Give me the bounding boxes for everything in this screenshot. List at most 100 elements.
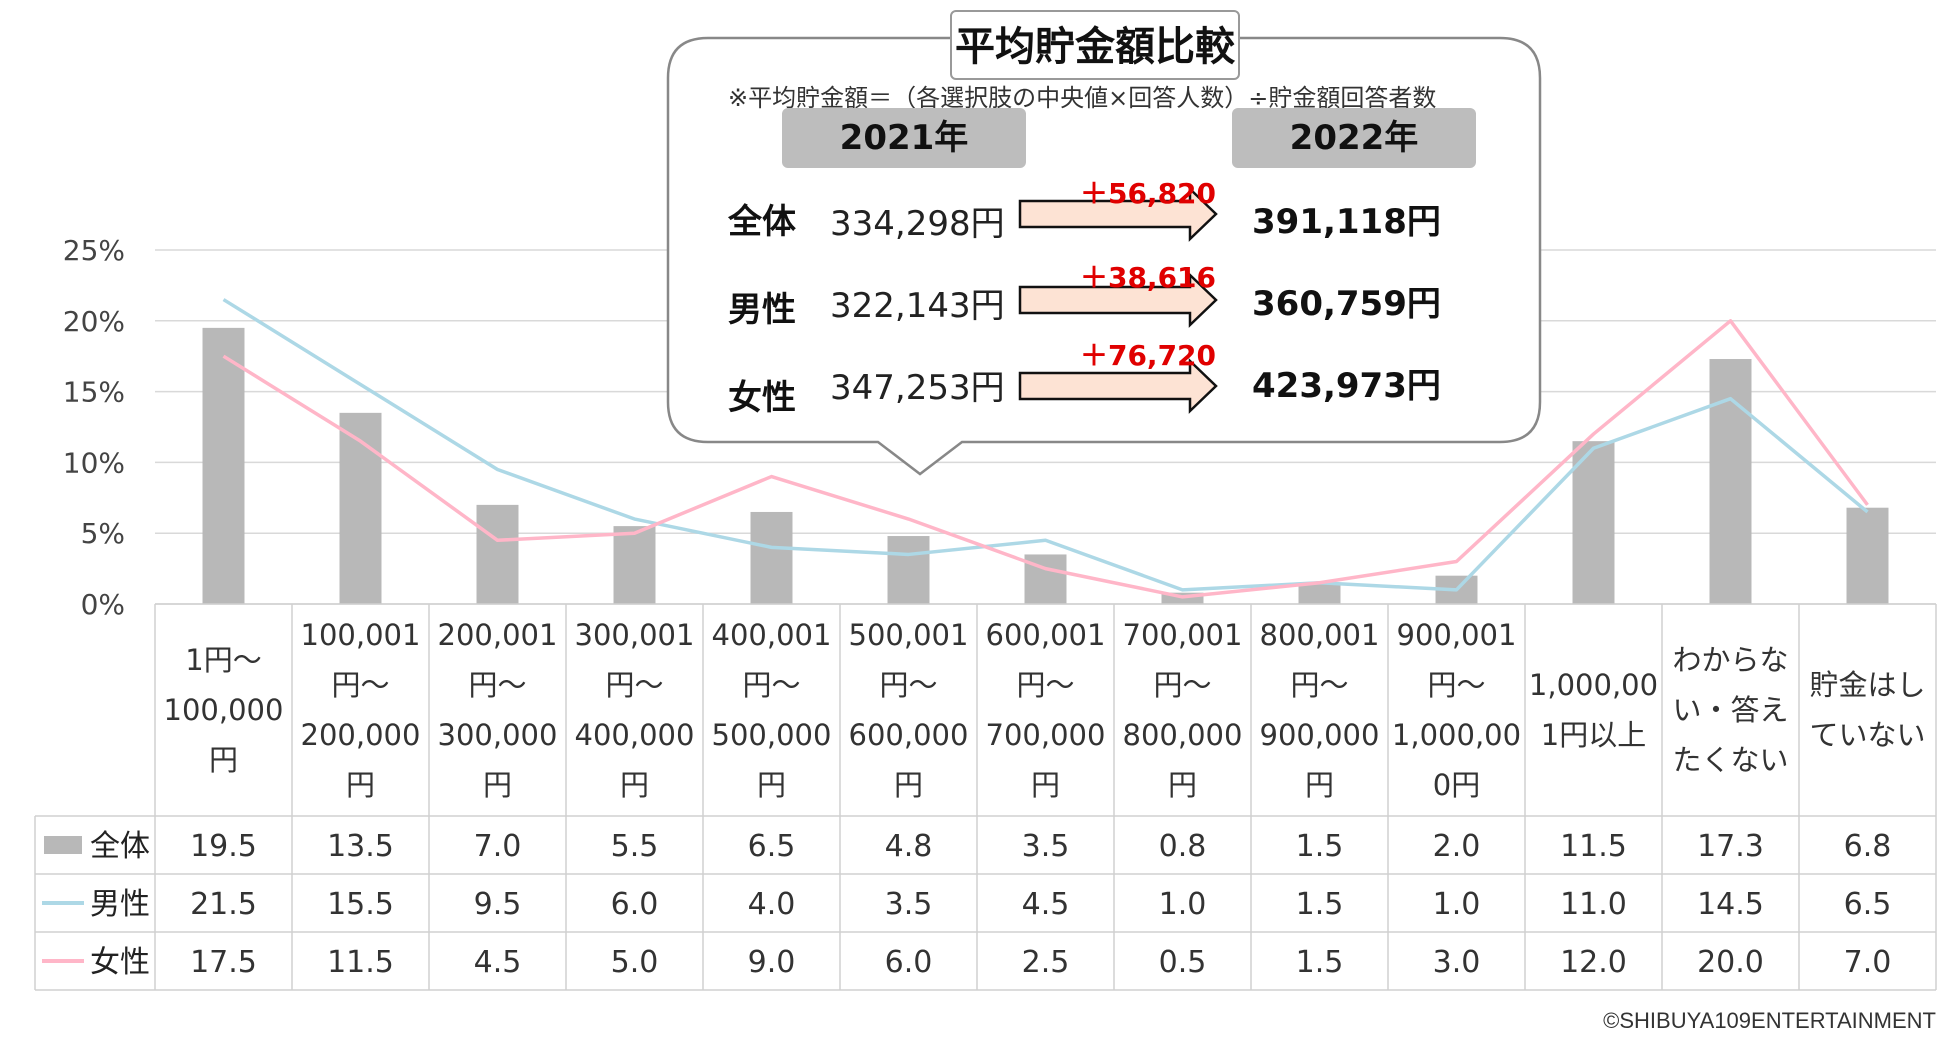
category-label: 円～	[879, 668, 937, 702]
row-before-total: 334,298円	[830, 204, 1005, 244]
y-tick-label: 0%	[81, 588, 125, 621]
table-value: 3.5	[885, 887, 933, 922]
y-tick-label: 25%	[63, 234, 125, 267]
category-label: 300,000	[438, 718, 558, 752]
category-label: 100,001	[301, 618, 421, 652]
bar	[1846, 507, 1889, 604]
legend-label: 女性	[90, 945, 150, 980]
category-label: 900,000	[1260, 718, 1380, 752]
row-after-total: 391,118円	[1252, 202, 1441, 242]
callout-arrows	[1018, 186, 1218, 414]
line-series-male	[222, 298, 1869, 592]
bar	[750, 511, 793, 604]
category-label: 300,001	[575, 618, 695, 652]
legend-label: 男性	[90, 887, 150, 922]
category-label: 1,000,00	[1392, 718, 1521, 752]
table-value: 1.0	[1433, 887, 1481, 922]
y-tick-label: 20%	[63, 305, 125, 338]
y-axis: 0% 5% 10% 15% 20% 25%	[63, 234, 125, 621]
table-value: 15.5	[327, 887, 394, 922]
row-label-total: 全体	[728, 202, 796, 242]
y-tick-label: 5%	[81, 517, 125, 550]
category-label: い・答え	[1672, 693, 1788, 727]
table-value: 3.5	[1022, 829, 1070, 864]
arrow-right-icon	[1018, 186, 1218, 242]
category-label: わからな	[1672, 643, 1788, 677]
table-value: 2.0	[1433, 829, 1481, 864]
category-label: 円	[209, 743, 238, 777]
bar	[1709, 359, 1752, 604]
bar-series-total	[202, 327, 1889, 604]
category-label: 円	[346, 768, 375, 802]
table-value: 9.0	[748, 945, 796, 980]
table-value: 11.5	[1560, 829, 1627, 864]
table-value: 7.0	[1844, 945, 1892, 980]
category-label: 500,001	[849, 618, 969, 652]
category-label: 600,000	[849, 718, 969, 752]
category-label: 1,000,00	[1529, 668, 1658, 702]
table-value: 6.0	[885, 945, 933, 980]
table-value: 17.3	[1697, 829, 1764, 864]
row-after-male: 360,759円	[1252, 284, 1441, 324]
table-value: 4.5	[474, 945, 522, 980]
table-value: 4.8	[885, 829, 933, 864]
bar	[1298, 582, 1341, 604]
table-value: 9.5	[474, 887, 522, 922]
table-value: 5.0	[611, 945, 659, 980]
table-value: 6.5	[748, 829, 796, 864]
category-label: 1円～	[185, 643, 261, 677]
table-value: 1.5	[1296, 829, 1344, 864]
row-diff-female: ＋76,720	[1079, 339, 1217, 372]
bar	[613, 526, 656, 604]
table-value: 14.5	[1697, 887, 1764, 922]
category-label: 900,001	[1397, 618, 1517, 652]
table-value: 6.8	[1844, 829, 1892, 864]
table-value: 5.5	[611, 829, 659, 864]
table-value: 3.0	[1433, 945, 1481, 980]
table-value: 11.0	[1560, 887, 1627, 922]
category-label: たくない	[1672, 743, 1788, 777]
category-label: 200,001	[438, 618, 558, 652]
category-label: 500,000	[712, 718, 832, 752]
category-label: 400,001	[712, 618, 832, 652]
bar	[202, 327, 245, 604]
year-after-badge: 2022年	[1232, 108, 1476, 168]
category-label: 円～	[468, 668, 526, 702]
category-label: 円	[757, 768, 786, 802]
table-value: 0.8	[1159, 829, 1207, 864]
category-label: 円	[620, 768, 649, 802]
table-value: 4.5	[1022, 887, 1070, 922]
category-label: 800,001	[1260, 618, 1380, 652]
year-before-badge: 2021年	[782, 108, 1026, 168]
line-series	[222, 298, 1869, 599]
table-value: 21.5	[190, 887, 257, 922]
row-before-female: 347,253円	[830, 368, 1005, 408]
y-tick-label: 10%	[63, 446, 125, 479]
legend-label: 全体	[90, 829, 150, 864]
table-value: 4.0	[748, 887, 796, 922]
arrow-right-icon	[1018, 358, 1218, 414]
table-value: 2.5	[1022, 945, 1070, 980]
category-label: 700,001	[1123, 618, 1243, 652]
table-value: 11.5	[327, 945, 394, 980]
copyright: ©SHIBUYA109ENTERTAINMENT	[1603, 1008, 1936, 1033]
category-label: 800,000	[1123, 718, 1243, 752]
table-value: 6.5	[1844, 887, 1892, 922]
category-label: 200,000	[301, 718, 421, 752]
table-value: 20.0	[1697, 945, 1764, 980]
category-label: 円	[483, 768, 512, 802]
row-before-male: 322,143円	[830, 286, 1005, 326]
table-value: 19.5	[190, 829, 257, 864]
category-label: 円	[1168, 768, 1197, 802]
bar	[339, 412, 382, 604]
category-label: 1円以上	[1541, 718, 1646, 752]
bar	[1572, 441, 1615, 604]
table-value: 0.5	[1159, 945, 1207, 980]
callout-title: 平均貯金額比較	[950, 10, 1240, 80]
category-label: 円～	[605, 668, 663, 702]
table-value: 17.5	[190, 945, 257, 980]
line-series-female	[222, 319, 1869, 599]
table-value: 1.5	[1296, 945, 1344, 980]
category-label: 0円	[1433, 768, 1480, 802]
category-label: 円～	[1153, 668, 1211, 702]
